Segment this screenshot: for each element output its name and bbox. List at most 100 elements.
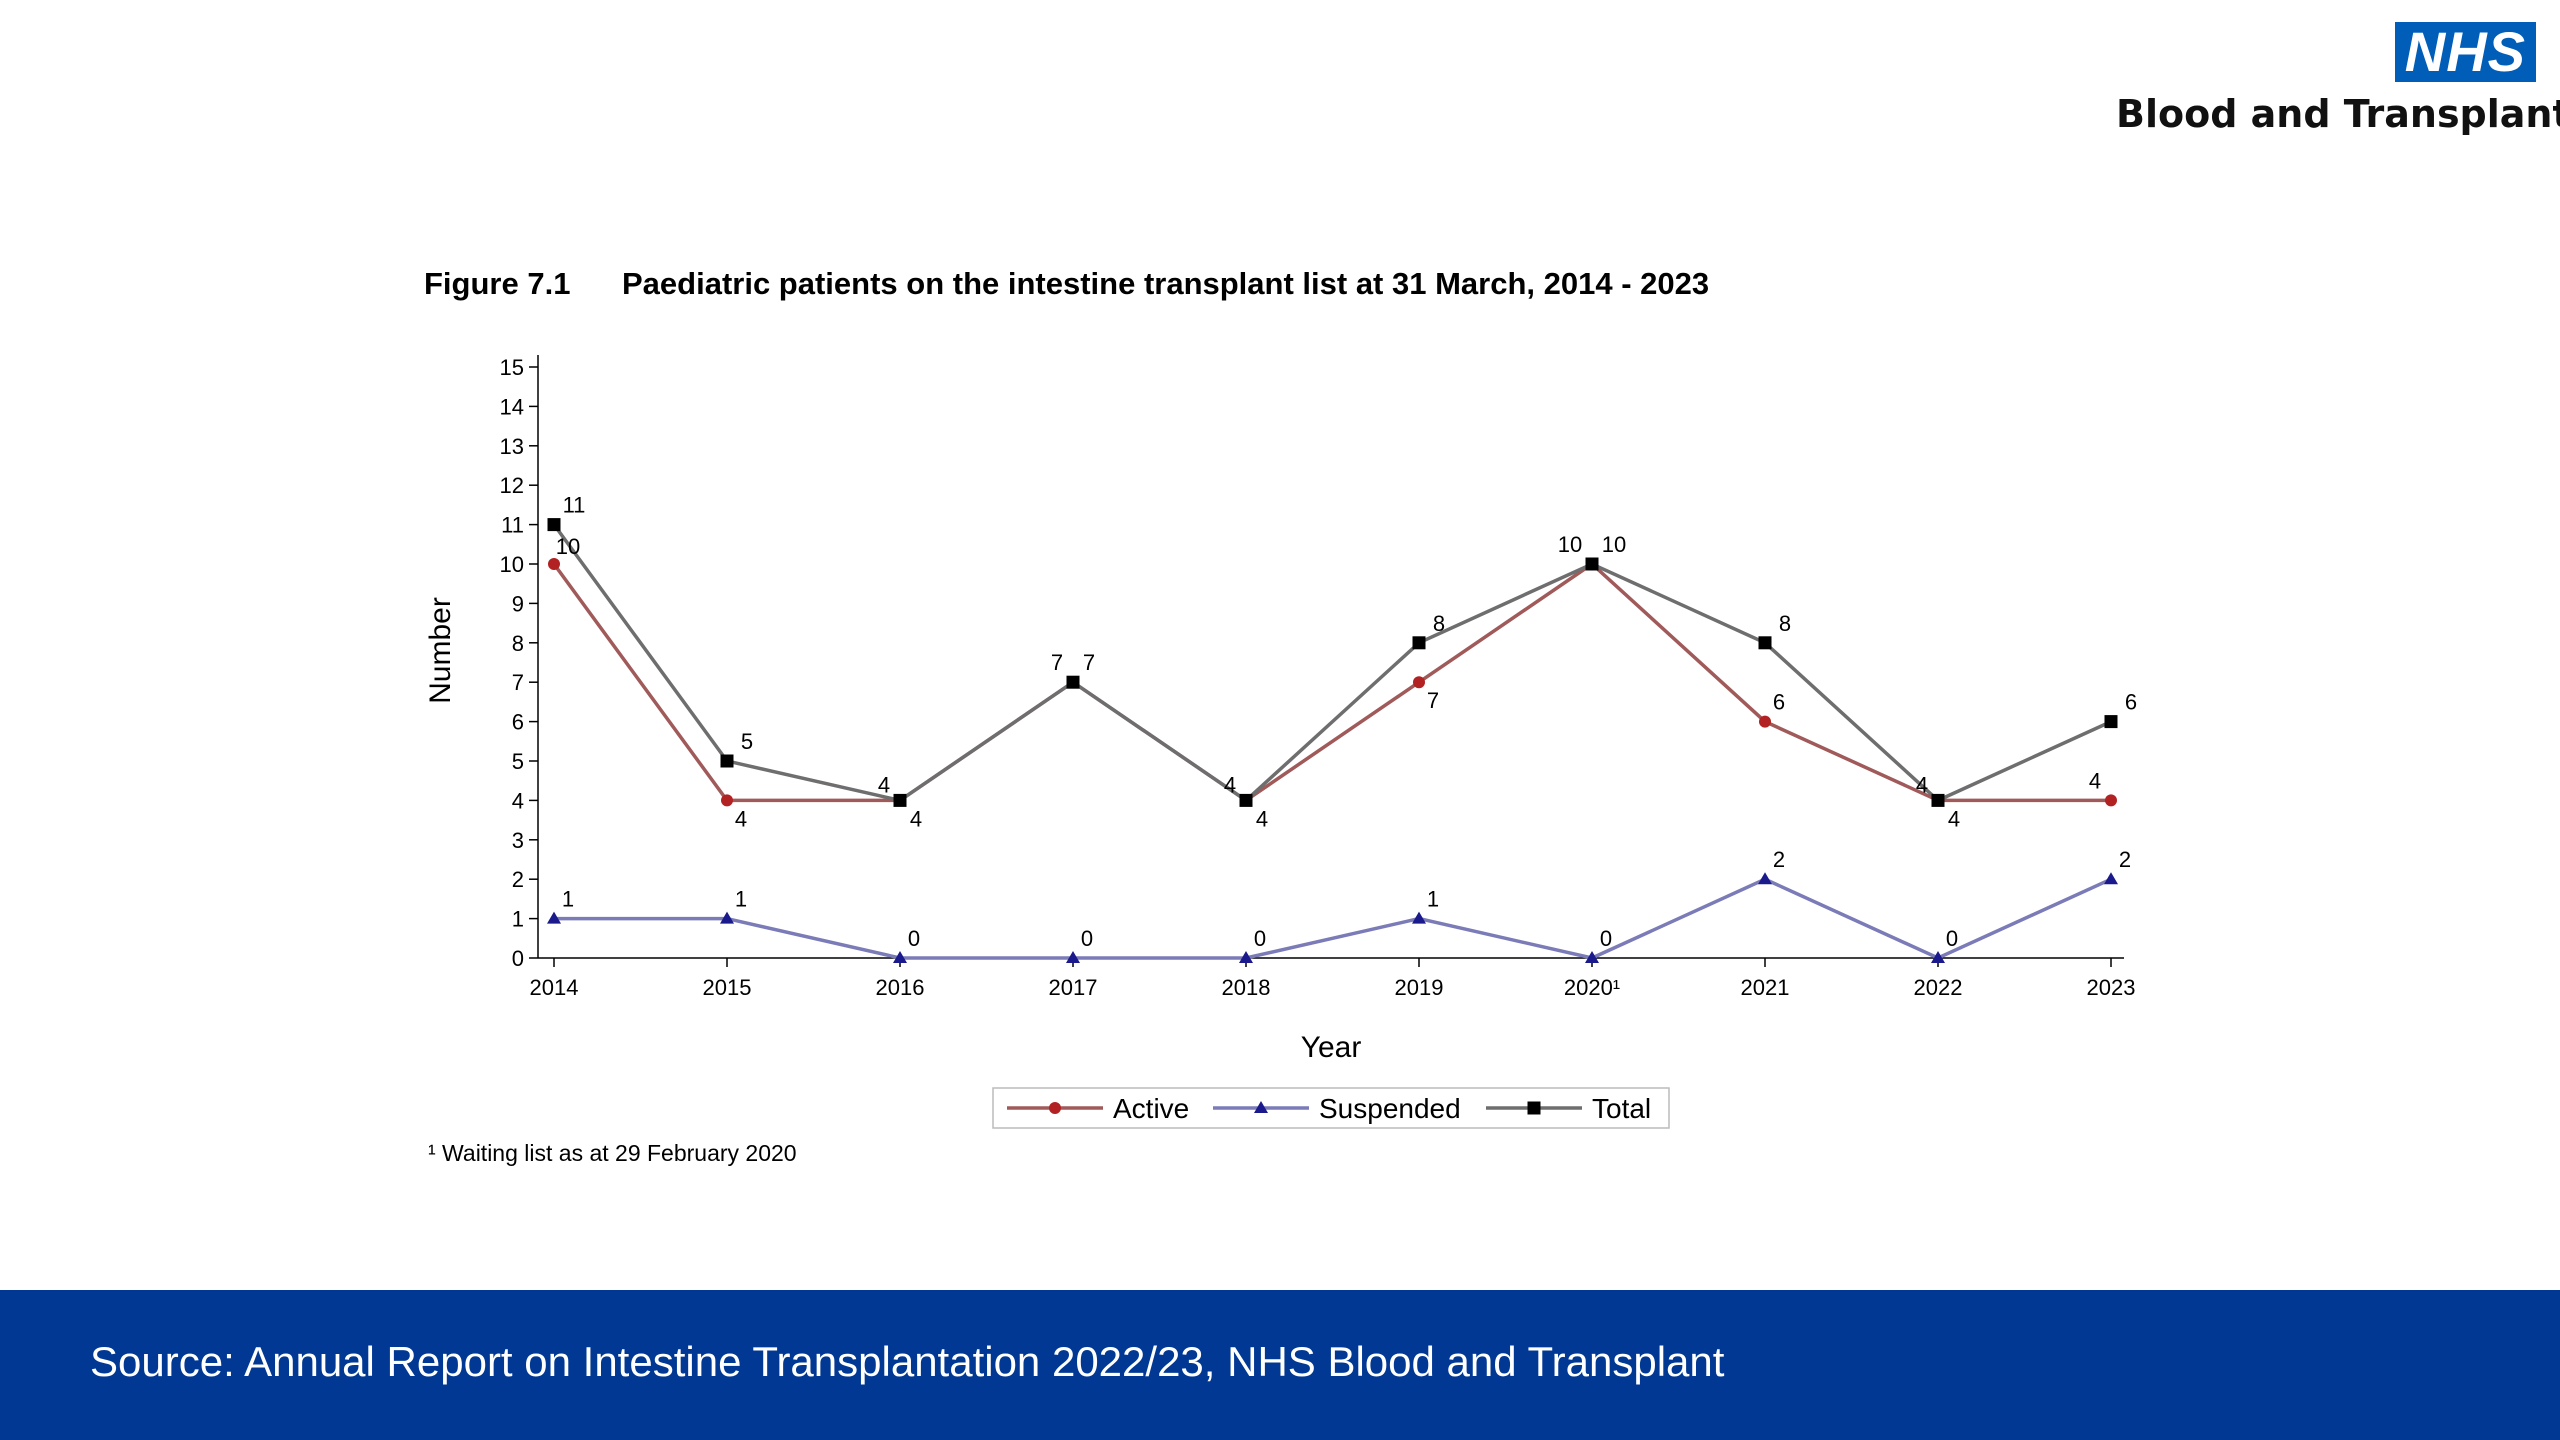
- y-tick-label: 12: [500, 473, 524, 498]
- y-tick-label: 9: [512, 591, 524, 616]
- y-tick-label: 0: [512, 946, 524, 971]
- y-tick-label: 5: [512, 749, 524, 774]
- y-tick-label: 10: [500, 552, 524, 577]
- marker-active: [548, 558, 560, 570]
- marker-total: [547, 518, 561, 532]
- y-tick-label: 1: [512, 907, 524, 932]
- data-label-total: 8: [1779, 611, 1791, 636]
- x-tick-label: 2015: [703, 975, 752, 1000]
- data-label-suspended: 0: [1600, 926, 1612, 951]
- data-label-total: 7: [1083, 650, 1095, 675]
- data-label-active: 10: [556, 534, 580, 559]
- marker-active: [2105, 794, 2117, 807]
- x-tick-label: 2016: [876, 975, 925, 1000]
- marker-total: [1585, 557, 1599, 571]
- x-tick-label: 2020¹: [1564, 975, 1620, 1000]
- marker-total: [1758, 636, 1772, 650]
- marker-active: [1413, 676, 1425, 689]
- figure-title-text: Paediatric patients on the intestine tra…: [622, 266, 1710, 301]
- marker-active: [1759, 715, 1771, 728]
- series-line-active: [552, 561, 2111, 803]
- data-label-active: 7: [1427, 688, 1439, 713]
- figure-title: Figure 7.1 Paediatric patients on the int…: [424, 266, 1709, 302]
- x-tick-label: 2021: [1741, 975, 1790, 1000]
- figure-number: Figure 7.1: [424, 266, 571, 301]
- data-label-total: 10: [1602, 532, 1626, 557]
- data-label-total: 6: [2125, 690, 2137, 715]
- data-label-total: 4: [878, 772, 890, 797]
- data-label-active: 7: [1051, 650, 1063, 675]
- legend-marker-suspended: [1254, 1101, 1268, 1113]
- marker-suspended: [893, 951, 907, 963]
- marker-suspended: [2104, 872, 2118, 885]
- marker-total: [1066, 675, 1080, 689]
- data-label-suspended: 2: [1773, 847, 1785, 872]
- marker-total: [1239, 793, 1253, 807]
- y-tick-label: 15: [500, 355, 524, 380]
- legend-label-suspended: Suspended: [1319, 1093, 1461, 1124]
- series-line-suspended: [554, 877, 2112, 960]
- y-tick-label: 2: [512, 867, 524, 892]
- marker-total: [1412, 636, 1426, 650]
- y-tick-label: 14: [500, 394, 524, 419]
- source-text: Source: Annual Report on Intestine Trans…: [90, 1338, 1725, 1385]
- data-label-suspended: 1: [735, 887, 747, 912]
- data-label-active: 4: [1256, 806, 1268, 831]
- marker-suspended: [1585, 951, 1599, 963]
- data-label-suspended: 0: [1081, 926, 1093, 951]
- marker-suspended: [720, 911, 734, 924]
- marker-total: [2104, 715, 2118, 729]
- marker-suspended: [547, 911, 561, 924]
- legend-marker-total: [1527, 1101, 1541, 1115]
- y-tick-label: 7: [512, 670, 524, 695]
- data-label-suspended: 1: [562, 887, 574, 912]
- data-label-active: 4: [2089, 768, 2101, 793]
- organisation-name: Blood and Transplant: [2116, 92, 2560, 136]
- data-label-suspended: 0: [1946, 926, 1958, 951]
- x-tick-label: 2017: [1049, 975, 1098, 1000]
- marker-total: [720, 754, 734, 768]
- source-bar: Source: Annual Report on Intestine Trans…: [0, 1290, 2560, 1440]
- x-tick-label: 2018: [1222, 975, 1271, 1000]
- y-tick-label: 8: [512, 631, 524, 656]
- data-label-active: 4: [910, 806, 922, 831]
- legend-label-total: Total: [1592, 1093, 1651, 1124]
- legend-marker-active: [1049, 1102, 1061, 1114]
- x-axis-title: Year: [1301, 1031, 1362, 1064]
- marker-suspended: [1931, 951, 1945, 963]
- y-tick-label: 11: [501, 513, 524, 538]
- data-label-active: 10: [1558, 532, 1582, 557]
- data-label-total: 4: [1224, 772, 1236, 797]
- marker-suspended: [1066, 951, 1080, 963]
- data-label-active: 6: [1773, 690, 1785, 715]
- marker-total: [1931, 793, 1945, 807]
- chart-footnote: ¹ Waiting list as at 29 February 2020: [428, 1140, 797, 1166]
- data-label-total: 5: [741, 729, 753, 754]
- marker-suspended: [1412, 911, 1426, 924]
- x-tick-label: 2022: [1914, 975, 1963, 1000]
- marker-total: [893, 793, 907, 807]
- y-tick-label: 4: [512, 788, 524, 813]
- data-label-total: 11: [563, 493, 586, 518]
- data-label-total: 8: [1433, 611, 1445, 636]
- marker-active: [721, 794, 733, 807]
- data-label-total: 4: [1916, 772, 1928, 797]
- data-label-suspended: 2: [2119, 847, 2131, 872]
- marker-suspended: [1758, 872, 1772, 885]
- y-tick-label: 13: [500, 434, 524, 459]
- y-axis-title: Number: [424, 597, 457, 704]
- nhs-logo: NHS Blood and Transplant: [2116, 22, 2560, 137]
- data-label-suspended: 0: [908, 926, 920, 951]
- x-tick-label: 2014: [530, 975, 579, 1000]
- x-tick-label: 2023: [2087, 975, 2136, 1000]
- data-label-suspended: 0: [1254, 926, 1266, 951]
- legend-label-active: Active: [1113, 1093, 1189, 1124]
- marker-suspended: [1239, 951, 1253, 963]
- x-tick-label: 2019: [1395, 975, 1444, 1000]
- nhs-badge: NHS: [2394, 22, 2536, 82]
- y-tick-label: 3: [512, 828, 524, 853]
- data-label-active: 4: [735, 806, 747, 831]
- series-line-total: [552, 523, 2112, 803]
- data-label-suspended: 1: [1427, 887, 1439, 912]
